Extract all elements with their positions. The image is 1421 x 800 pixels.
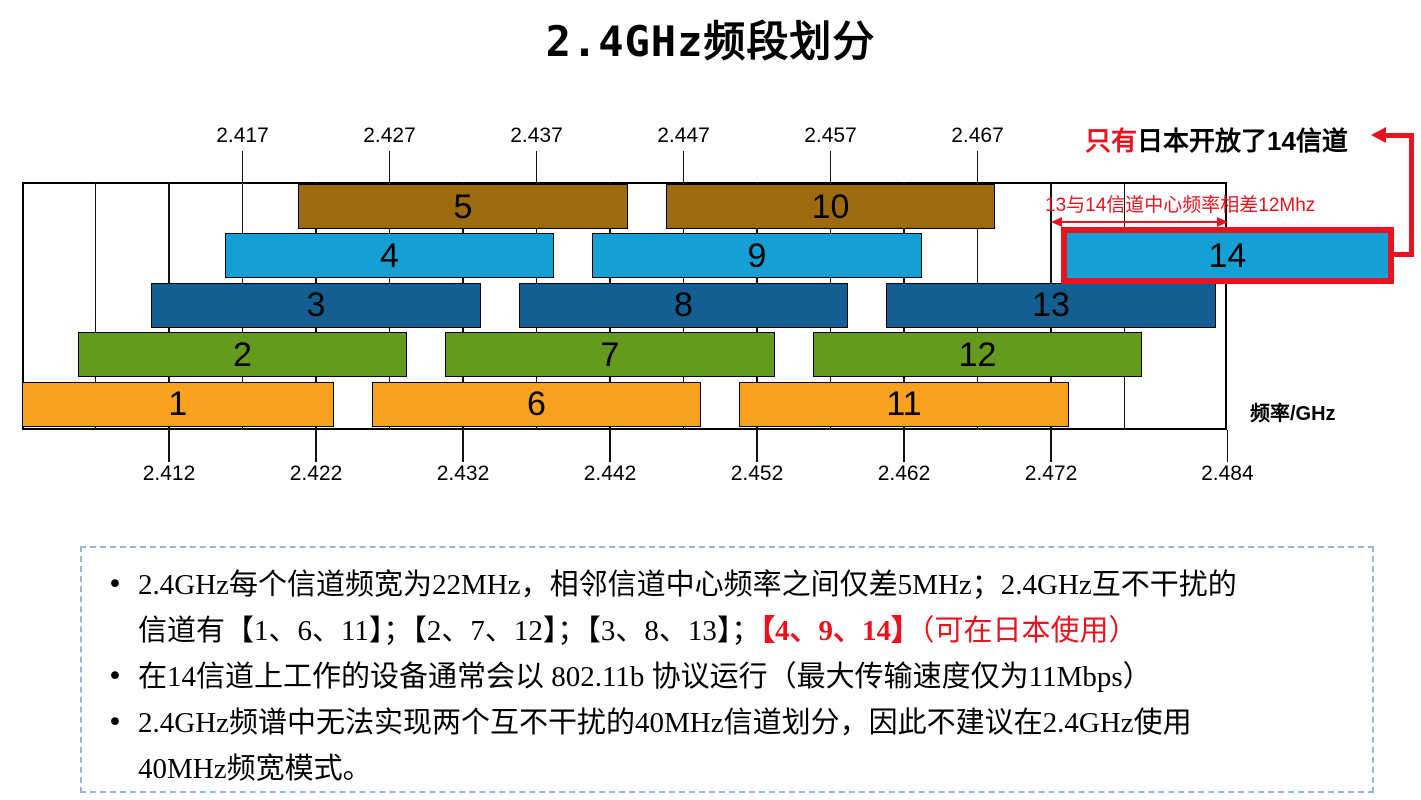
- x-axis-unit-label: 频率/GHz: [1250, 403, 1336, 425]
- axis-bottom-tick: [1226, 430, 1229, 462]
- bullet-icon: •: [107, 661, 123, 692]
- axis-bottom-tick: [903, 430, 905, 462]
- note-text-red: 【4、9、14】: [760, 615, 920, 647]
- axis-bottom-tick-label: 2.422: [289, 462, 343, 485]
- channel-bar-5-label: 5: [453, 187, 473, 226]
- page-title: 2.4GHz频段划分: [545, 17, 876, 66]
- axis-bottom-tick-label: 2.484: [1201, 462, 1254, 485]
- axis-top-tick: [976, 151, 979, 182]
- bullet-icon: •: [107, 569, 123, 600]
- note-text: 40MHz频宽模式。: [138, 753, 372, 785]
- channel-bar-11: 11: [739, 381, 1069, 427]
- axis-bottom-tick-label: 2.462: [877, 462, 931, 485]
- channel-bar-1-label: 1: [168, 385, 188, 423]
- note-bullet-item: • 2.4GHz频谱中无法实现两个互不干扰的40MHz信道划分，因此不建议在2.4…: [107, 700, 1348, 792]
- grid-line: [94, 182, 97, 430]
- channel-bar-9: 9: [592, 233, 922, 278]
- red-arrowhead-left-icon: [1371, 127, 1386, 143]
- arrow-line: [1059, 220, 1220, 224]
- channel-bar-5: 5: [298, 184, 628, 229]
- note-text: 在14信道上工作的设备通常会以 802.11b 协议运行（最大传输速度仅为11M…: [138, 661, 1152, 693]
- channel-bar-4: 4: [224, 233, 555, 278]
- axis-bottom-tick-label: 2.452: [730, 462, 784, 485]
- axis-bottom-tick-label: 2.412: [142, 462, 196, 485]
- channel-bar-12: 12: [812, 332, 1143, 377]
- axis-top-tick-label: 2.447: [657, 124, 710, 147]
- japan-note-red-part: 只有: [1085, 126, 1138, 156]
- note-text: 信道有【1、6、11】；【2、7、12】；【3、8、13】；: [138, 615, 761, 647]
- channel-bar-2: 2: [77, 332, 408, 377]
- channel-bar-6: 6: [371, 381, 702, 427]
- axis-top-tick-label: 2.467: [951, 124, 1004, 147]
- axis-top-tick: [388, 151, 391, 182]
- axis-bottom-tick: [609, 430, 611, 462]
- axis-bottom-tick: [756, 430, 758, 462]
- axis-top-tick: [241, 151, 244, 182]
- channel-bar-14: 14: [1061, 227, 1394, 284]
- channel-bar-12-label: 12: [958, 335, 997, 374]
- channel-bar-1: 1: [22, 381, 334, 427]
- channel-bar-4-label: 4: [380, 236, 399, 275]
- note-text-red: （可在日本使用）: [919, 615, 1138, 647]
- axis-top-tick-label: 2.457: [804, 124, 857, 147]
- bullet-icon: •: [107, 707, 123, 738]
- channel-bar-6-label: 6: [527, 385, 546, 423]
- channel-bar-3-label: 3: [306, 286, 326, 324]
- channel-bar-7: 7: [445, 332, 775, 377]
- center-freq-diff-note: 13与14信道中心频率相差12Mhz: [1045, 195, 1316, 216]
- channel-bar-7-label: 7: [600, 335, 620, 374]
- axis-bottom-tick: [462, 430, 464, 462]
- channel-bar-9-label: 9: [747, 236, 767, 275]
- channel-bar-8: 8: [518, 282, 849, 328]
- channel-bar-13-label: 13: [1032, 286, 1070, 324]
- note-bullet-item: • 2.4GHz每个信道频宽为22MHz，相邻信道中心频率之间仅差5MHz；2.4…: [107, 562, 1348, 654]
- channel-bar-13: 13: [886, 282, 1216, 328]
- arrowhead-left-icon: [1051, 217, 1062, 227]
- axis-bottom-tick: [315, 430, 317, 462]
- axis-top-tick-label: 2.427: [363, 124, 416, 147]
- channel-bar-11-label: 11: [886, 385, 922, 423]
- axis-bottom-tick: [168, 430, 170, 462]
- japan-channel14-note: 只有日本开放了14信道: [1085, 121, 1348, 158]
- axis-top-tick: [535, 151, 538, 182]
- axis-bottom-tick-label: 2.472: [1024, 462, 1078, 485]
- japan-note-black-part: 日本开放了14信道: [1137, 126, 1348, 156]
- double-arrow-12mhz: [1051, 217, 1228, 227]
- axis-top-tick: [682, 151, 685, 182]
- note-bullet-item: • 在14信道上工作的设备通常会以 802.11b 协议运行（最大传输速度仅为11…: [107, 654, 1348, 700]
- axis-bottom-tick: [1050, 430, 1052, 462]
- note-text: 2.4GHz每个信道频宽为22MHz，相邻信道中心频率之间仅差5MHz；2.4G…: [138, 569, 1237, 601]
- note-text: 2.4GHz频谱中无法实现两个互不干扰的40MHz信道划分，因此不建议在2.4G…: [138, 707, 1192, 739]
- red-connector-vertical: [1409, 133, 1414, 257]
- red-connector-horizontal: [1385, 133, 1413, 138]
- notes-list: • 2.4GHz每个信道频宽为22MHz，相邻信道中心频率之间仅差5MHz；2.4…: [82, 548, 1372, 792]
- axis-bottom-tick-label: 2.442: [583, 462, 637, 485]
- red-connector-stub: [1393, 252, 1413, 257]
- channel-bar-10: 10: [665, 184, 996, 229]
- channel-bar-10-label: 10: [811, 187, 850, 226]
- axis-top-tick-label: 2.437: [510, 124, 563, 147]
- channel-bar-2-label: 2: [233, 335, 252, 374]
- notes-box: • 2.4GHz每个信道频宽为22MHz，相邻信道中心频率之间仅差5MHz；2.4…: [80, 546, 1374, 793]
- channel-bar-8-label: 8: [674, 286, 693, 324]
- arrowhead-right-icon: [1217, 217, 1228, 227]
- channel-bar-14-label: 14: [1208, 236, 1247, 275]
- chart-outer-border: [22, 182, 1228, 430]
- axis-top-tick: [829, 151, 832, 182]
- channel-bar-3: 3: [151, 282, 481, 328]
- axis-top-tick-label: 2.417: [216, 124, 269, 147]
- axis-bottom-tick-label: 2.432: [436, 462, 490, 485]
